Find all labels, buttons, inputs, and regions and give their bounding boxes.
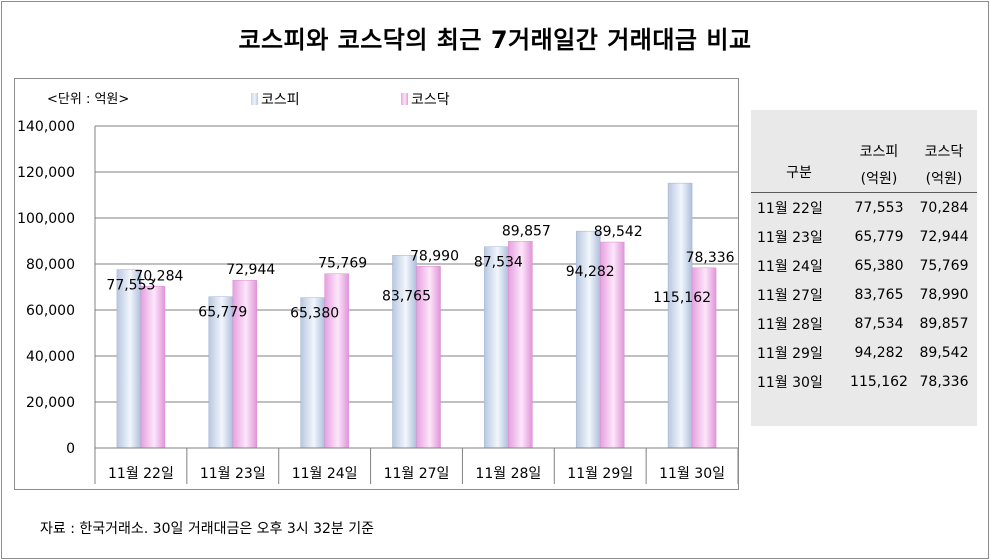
bar-kosdaq (416, 266, 441, 449)
data-table-panel: 구분 코스피 코스닥 (억원) (억원) 11월 22일 77,553 70,2… (751, 110, 977, 426)
table-row: 11월 22일 77,553 70,284 (751, 193, 977, 223)
bar-kosdaq (232, 279, 258, 449)
bars (116, 182, 717, 449)
table-header-kospi: 코스피 (859, 144, 899, 160)
value-label-kosdaq: 70,284 (134, 268, 183, 284)
x-tick-label: 11월 27일 (384, 466, 450, 482)
bar-kospi (392, 255, 417, 449)
table-row: 11월 27일 83,765 78,990 (751, 280, 977, 309)
table-row: 11월 28일 87,534 89,857 (751, 309, 977, 338)
row-kosdaq: 89,857 (919, 315, 969, 332)
table-header-kosdaq-unit: (억원) (911, 166, 977, 193)
row-kosdaq: 75,769 (919, 257, 969, 274)
row-kospi: 77,553 (854, 199, 904, 216)
row-kospi: 87,534 (854, 315, 904, 332)
table-header-kospi-unit: (억원) (847, 166, 911, 193)
value-label-kosdaq: 78,336 (686, 250, 735, 266)
y-tick-label: 100,000 (17, 211, 75, 227)
value-label-kospi: 65,380 (290, 306, 339, 322)
bar-kospi (208, 296, 234, 449)
x-tick-label: 11월 30일 (659, 466, 725, 482)
table-row: 11월 23일 65,779 72,944 (751, 222, 977, 251)
value-label-kospi: 83,765 (382, 288, 431, 304)
value-label-kosdaq: 75,769 (318, 256, 367, 272)
bar-kospi (300, 297, 325, 449)
bar-kosdaq (691, 267, 717, 449)
page-title: 코스피와 코스닥의 최근 7거래일간 거래대금 비교 (238, 26, 752, 54)
x-tick-label: 11월 23일 (200, 466, 266, 482)
value-label-kosdaq: 89,857 (502, 223, 551, 239)
legend-kosdaq: 코스닥 (401, 89, 450, 109)
y-tick-label: 140,000 (17, 119, 75, 135)
row-kosdaq: 70,284 (919, 199, 969, 216)
x-tick-label: 11월 22일 (108, 466, 174, 482)
row-date: 11월 30일 (757, 374, 823, 391)
bar-kosdaq (140, 286, 166, 449)
axes: 0 20,000 40,000 60,000 80,000 100,000 120,000 1… (17, 119, 738, 484)
y-tick-label: 80,000 (26, 257, 75, 273)
value-label-kosdaq: 78,990 (410, 248, 459, 264)
value-label-kosdaq: 89,542 (594, 224, 643, 240)
bar-kospi (667, 182, 693, 449)
legend-kospi: 코스피 (251, 89, 300, 109)
row-date: 11월 22일 (757, 200, 823, 217)
bar-kospi (575, 230, 601, 449)
chart-area: 77,553 70,284 65,779 72,944 65,380 75,769 83,7… (14, 78, 739, 490)
row-kosdaq: 72,944 (919, 228, 969, 245)
unit-label: <단위 : 억원> (47, 92, 130, 107)
row-kosdaq: 89,542 (919, 344, 969, 361)
data-table: 구분 코스피 코스닥 (억원) (억원) 11월 22일 77,553 70,2… (751, 110, 977, 396)
table-row: 11월 30일 115,162 78,336 (751, 367, 977, 396)
y-tick-label: 0 (66, 441, 75, 457)
source-footnote: 자료 : 한국거래소. 30일 거래대금은 오후 3시 32분 기준 (40, 521, 375, 537)
bar-kospi (484, 246, 509, 449)
table-header-kosdaq: 코스닥 (924, 144, 964, 160)
row-kosdaq: 78,990 (919, 286, 969, 303)
y-tick-label: 60,000 (26, 303, 75, 319)
grid-lines (95, 125, 738, 403)
table-header-category: 구분 (751, 110, 847, 193)
value-label-kospi: 115,162 (653, 290, 711, 306)
row-date: 11월 29일 (757, 345, 823, 362)
row-kospi: 115,162 (850, 373, 908, 390)
bar-kosdaq (324, 273, 349, 449)
row-kospi: 65,380 (854, 257, 904, 274)
bar-kosdaq (508, 241, 533, 449)
row-kospi: 65,779 (854, 228, 904, 245)
row-date: 11월 27일 (757, 287, 823, 304)
row-kospi: 94,282 (854, 344, 904, 361)
value-label-kospi: 94,282 (566, 264, 615, 280)
x-tick-label: 11월 29일 (567, 466, 633, 482)
bar-kospi (116, 269, 142, 449)
y-tick-label: 120,000 (17, 165, 75, 181)
legend-kosdaq-swatch (401, 93, 408, 105)
row-kosdaq: 78,336 (919, 373, 969, 390)
y-tick-label: 40,000 (26, 349, 75, 365)
value-label-kospi: 77,553 (106, 278, 155, 294)
table-row: 11월 24일 65,380 75,769 (751, 251, 977, 280)
row-kospi: 83,765 (854, 286, 904, 303)
y-tick-label: 20,000 (26, 395, 75, 411)
value-label-kospi: 87,534 (474, 255, 523, 271)
x-tick-label: 11월 28일 (475, 466, 541, 482)
row-date: 11월 24일 (757, 258, 823, 275)
row-date: 11월 28일 (757, 316, 823, 333)
legend-kospi-label: 코스피 (261, 92, 300, 108)
value-label-kospi: 65,779 (198, 305, 247, 321)
legend-kospi-swatch (251, 93, 258, 105)
table-row: 11월 29일 94,282 89,542 (751, 338, 977, 367)
row-date: 11월 23일 (757, 229, 823, 246)
x-tick-label: 11월 24일 (292, 466, 358, 482)
legend-kosdaq-label: 코스닥 (411, 92, 450, 108)
value-label-kosdaq: 72,944 (226, 262, 275, 278)
